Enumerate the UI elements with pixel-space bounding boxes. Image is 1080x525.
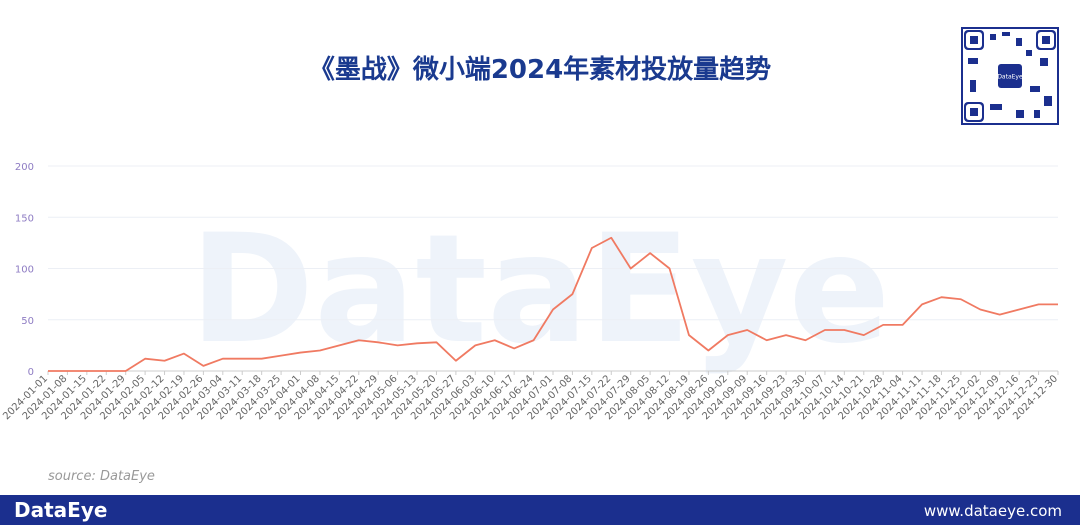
footer-url: www.dataeye.com xyxy=(924,502,1062,520)
plot: 0501001502002024-01-012024-01-082024-01-… xyxy=(1,162,1060,422)
y-tick-label: 100 xyxy=(15,265,34,276)
y-tick-label: 150 xyxy=(15,213,34,224)
line-series xyxy=(48,236,1058,372)
chart-title: 《墨战》微小端2024年素材投放量趋势 xyxy=(309,54,771,85)
y-tick-label: 50 xyxy=(21,316,34,327)
watermark: DataEye xyxy=(190,203,891,377)
footer-bar xyxy=(0,495,1080,525)
footer-brand: DataEye xyxy=(14,498,107,522)
y-tick-label: 200 xyxy=(15,162,34,173)
y-tick-label: 0 xyxy=(28,367,34,378)
qr-label: DataEye xyxy=(997,74,1023,81)
source: source: DataEye xyxy=(48,469,155,484)
qr-code: DataEye xyxy=(961,27,1059,125)
